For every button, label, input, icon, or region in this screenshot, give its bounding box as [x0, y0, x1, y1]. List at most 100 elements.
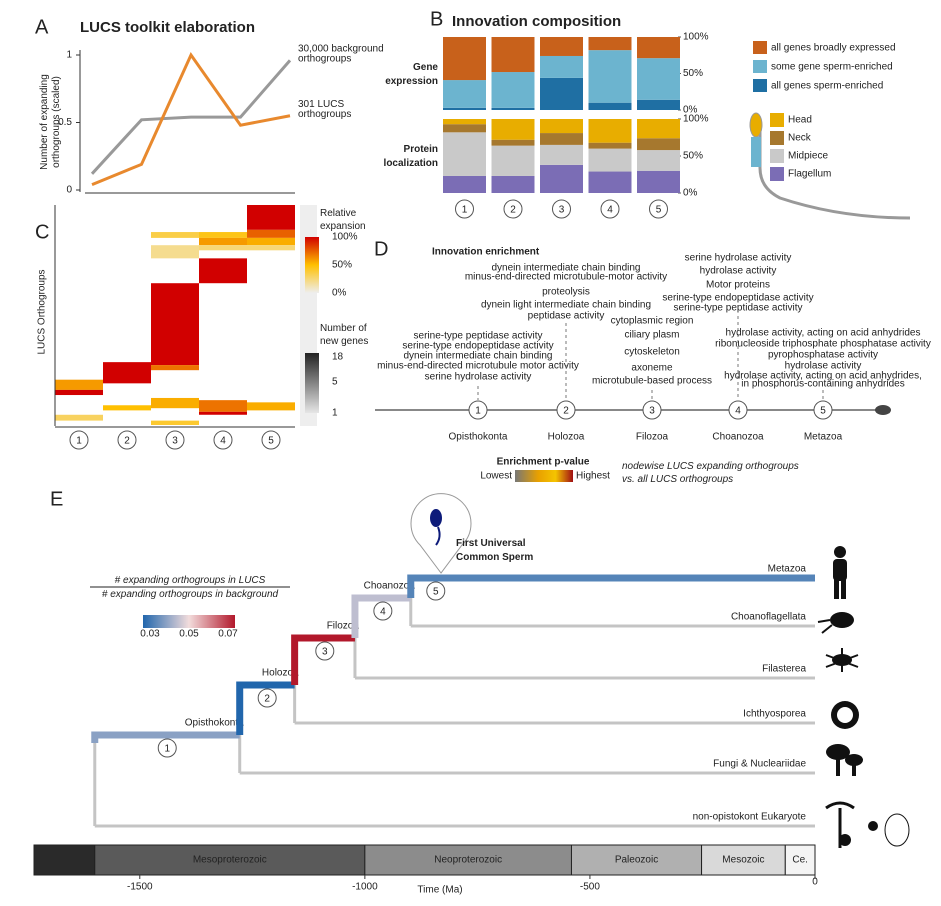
heat-cell	[151, 283, 199, 366]
note-line: nodewise LUCS expanding orthogroups	[622, 461, 799, 472]
sperm-head	[875, 405, 891, 415]
go-term: proteolysis	[542, 287, 590, 298]
legend-title: Number of new genes	[320, 323, 368, 347]
sperm-label-line: Common Sperm	[456, 552, 533, 563]
bar-segment	[443, 119, 486, 125]
tip-label: Filasterea	[762, 664, 806, 675]
go-term: cytoplasmic region	[611, 316, 694, 327]
go-term: ciliary plasm	[624, 330, 679, 341]
go-term: peptidase activity	[528, 311, 605, 322]
node-number: 5	[656, 205, 662, 216]
go-term: serine hydrolase activity	[685, 253, 792, 264]
heat-cell	[103, 405, 151, 411]
legend-swatch	[770, 167, 784, 181]
bar-segment	[491, 145, 535, 176]
legend-title-line: # expanding orthogroups in background	[102, 589, 279, 600]
color-scale	[143, 615, 235, 628]
x-tick-label: -1500	[127, 882, 153, 893]
heat-cell	[247, 402, 295, 411]
pin-marker	[410, 493, 472, 574]
tip-label: non-opistokont Eukaryote	[693, 812, 807, 823]
organism-silhouettes	[817, 546, 910, 848]
node-circle	[165, 430, 185, 450]
tip-label: Metazoa	[768, 564, 807, 575]
legend-title-line: expansion	[320, 221, 366, 232]
node-number: 2	[510, 205, 516, 216]
go-term: microtubule-based process	[592, 376, 712, 387]
legend-tick-label: 18	[332, 352, 344, 363]
series-label-line: orthogroups	[298, 108, 351, 119]
bar-segment	[443, 80, 486, 108]
bar-segment	[491, 72, 535, 108]
y-tick-label: 0%	[683, 105, 698, 116]
go-term: serine hydrolase activity	[425, 372, 532, 383]
y-tick-label: 100%	[683, 114, 709, 125]
legend-title: # expanding orthogroups in LUCS # expandi…	[102, 575, 279, 600]
legend-title-line: Relative	[320, 208, 357, 219]
go-term: serine-type peptidase activity	[674, 303, 803, 314]
node-circle	[556, 400, 576, 420]
heat-cell	[199, 400, 247, 412]
bar-segment	[443, 175, 486, 193]
node-number: 5	[820, 406, 826, 417]
legend-tick-label: 0.07	[218, 629, 238, 640]
spine-branch	[407, 574, 815, 598]
heat-cell	[151, 420, 199, 425]
clade-label: Choanozoa	[364, 581, 416, 592]
legend-tick-label: 0.05	[179, 629, 199, 640]
gene-scale	[305, 353, 319, 413]
y-axis-label: LUCS Orthogroups	[37, 269, 48, 354]
bar-segment	[443, 37, 486, 81]
row-label-line: Gene	[413, 62, 438, 73]
era-pre	[33, 844, 96, 876]
legend-tick-label: 1	[332, 408, 338, 419]
note-line: vs. all LUCS orthogroups	[622, 474, 733, 485]
legend-label: Midpiece	[788, 151, 828, 162]
node-label: Opisthokonta	[449, 432, 508, 443]
node-number: 1	[76, 436, 82, 447]
go-term: serine-type peptidase activity	[414, 331, 543, 342]
bar-segment	[637, 99, 680, 110]
node-number: 3	[649, 406, 655, 417]
go-term: dynein light intermediate chain binding	[481, 300, 651, 311]
bar-segment	[540, 77, 583, 110]
row-label-line: localization	[384, 158, 438, 169]
bar-segment	[540, 119, 583, 134]
clade-label: Holozoa	[262, 668, 299, 679]
spine-branch	[351, 594, 411, 638]
node-circle	[426, 581, 446, 601]
go-term: cytoskeleton	[624, 347, 680, 358]
bar-segment	[540, 164, 583, 193]
y-axis-label-line: Number of expanding	[39, 74, 50, 170]
bar-segment	[588, 148, 632, 172]
go-term: dynein intermediate chain binding	[492, 263, 641, 274]
series-label-line: orthogroups	[298, 53, 351, 64]
node-number: 1	[475, 406, 481, 417]
node-circle	[642, 400, 662, 420]
bar-segment	[540, 55, 583, 78]
node-number: 4	[380, 607, 386, 618]
y-tick-label: 50%	[683, 68, 703, 79]
bar-segment	[637, 58, 680, 100]
era	[784, 844, 816, 876]
go-term: ribonucleoside triphosphate phosphatase …	[715, 339, 931, 350]
node-circle	[600, 199, 620, 219]
panel-letter: E	[50, 488, 63, 510]
heat-cell	[151, 365, 199, 371]
legend-title: Relative expansion	[320, 208, 366, 232]
node-number: 3	[172, 436, 178, 447]
bar-segment	[637, 150, 680, 171]
sperm-icon	[749, 112, 911, 220]
go-term: hydrolase activity	[785, 361, 862, 372]
bar-segment	[491, 139, 535, 146]
legend-tick-label: 5	[332, 376, 338, 387]
color-scale	[305, 237, 319, 293]
y-tick-label: 0%	[683, 188, 698, 199]
y-axis-label-line: orthogroups (scaled)	[51, 76, 62, 168]
series-label: 301 LUCS orthogroups	[298, 98, 351, 119]
legend-title: Enrichment p-value	[497, 457, 590, 468]
era-label: Neoproterozoic	[434, 855, 502, 866]
bar-segment	[540, 144, 583, 165]
bar-segment	[637, 37, 680, 59]
